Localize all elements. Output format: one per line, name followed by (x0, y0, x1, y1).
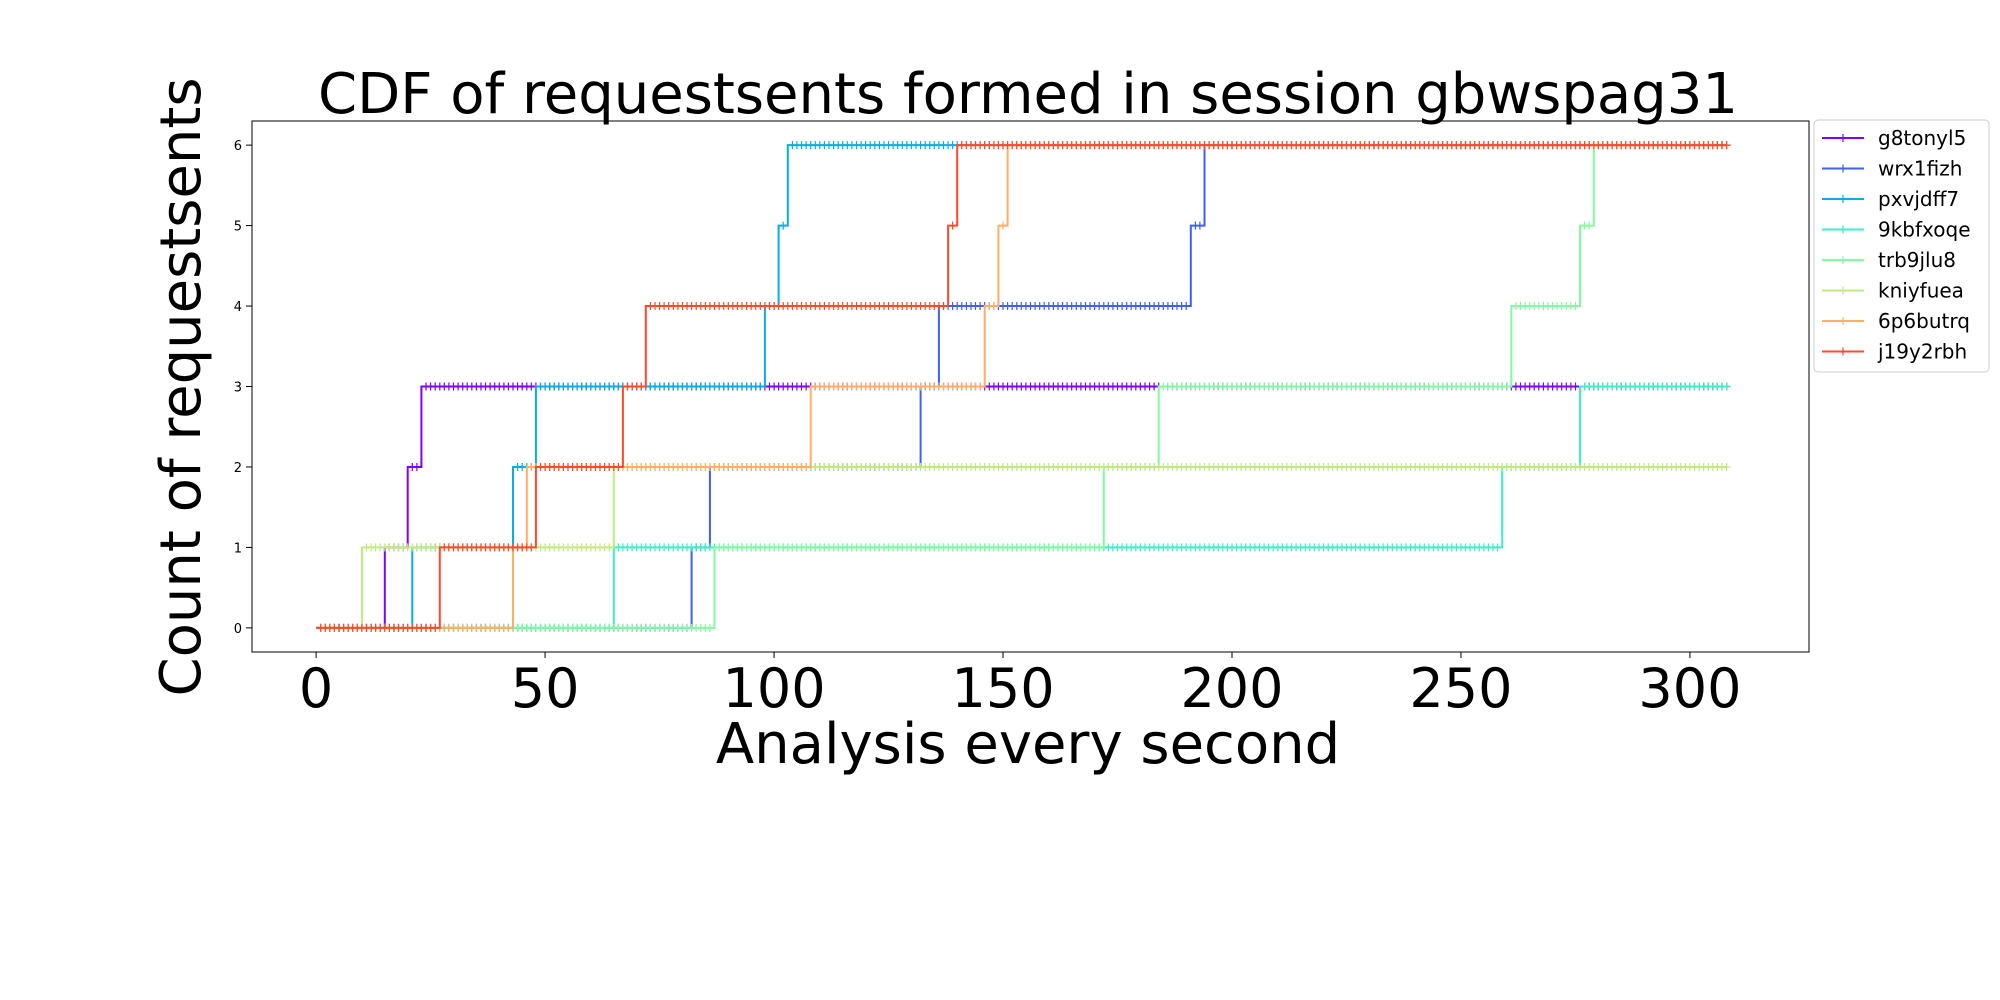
legend-item: g8tonyl5 (1822, 126, 1966, 150)
legend-label: kniyfuea (1878, 279, 1964, 303)
legend-marker (1839, 317, 1847, 325)
x-axis: 0 50 100 150 200 250 300 (299, 652, 1741, 720)
x-tick-label: 150 (951, 657, 1054, 720)
plot-lines (316, 141, 1731, 632)
legend-label: 9kbfxoqe (1878, 218, 1971, 242)
series-line (316, 385, 1727, 629)
legend-marker (1839, 256, 1847, 264)
x-tick-label: 300 (1638, 657, 1741, 720)
legend-label: 6p6butrq (1878, 309, 1970, 333)
y-tick-label: 6 (234, 139, 242, 154)
x-tick-label: 250 (1409, 657, 1512, 720)
y-tick-label: 0 (234, 622, 242, 637)
y-tick-label: 4 (234, 300, 242, 315)
legend-item: j19y2rbh (1822, 340, 1967, 364)
series-markers (316, 382, 1731, 632)
legend-marker (1839, 134, 1847, 142)
series-markers (316, 141, 1731, 632)
y-axis: 0 1 2 3 4 5 6 (234, 139, 252, 637)
legend-marker (1839, 195, 1847, 203)
legend-box (1813, 119, 1990, 373)
legend-marker (1839, 164, 1847, 173)
legend-label: g8tonyl5 (1878, 126, 1966, 150)
legend-marker (1839, 286, 1847, 295)
x-axis-label: Analysis every second (716, 712, 1340, 777)
x-tick-label: 100 (723, 657, 826, 720)
series-markers (316, 382, 1731, 632)
legend-item: pxvjdff7 (1822, 187, 1959, 211)
legend-label: wrx1fizh (1878, 157, 1962, 181)
legend-label: j19y2rbh (1877, 340, 1967, 364)
legend-label: pxvjdff7 (1878, 187, 1959, 211)
y-tick-label: 2 (234, 461, 242, 476)
series-9kbfxoqe (316, 382, 1731, 632)
legend-item: 6p6butrq (1822, 309, 1970, 333)
legend-item: kniyfuea (1822, 279, 1964, 303)
y-tick-label: 1 (234, 541, 242, 556)
x-tick-label: 200 (1180, 657, 1283, 720)
y-axis-label: Count of requestsents (149, 77, 214, 696)
legend-item: wrx1fizh (1822, 157, 1962, 181)
legend-label: trb9jlu8 (1878, 248, 1956, 272)
x-tick-label: 50 (511, 657, 580, 720)
legend: g8tonyl5 wrx1fizh pxvjdff7 9kbfxoqe trb9jlu8… (1813, 119, 1990, 373)
legend-item: trb9jlu8 (1822, 248, 1956, 272)
series-g8tonyl5 (316, 382, 1731, 632)
y-tick-label: 5 (234, 220, 242, 235)
series-j19y2rbh (316, 141, 1731, 632)
x-tick-label: 0 (299, 657, 333, 720)
chart-title: CDF of requestsents formed in session gb… (318, 62, 1738, 127)
legend-item: 9kbfxoqe (1822, 218, 1971, 242)
y-tick-label: 3 (234, 381, 242, 396)
legend-marker (1839, 225, 1847, 234)
legend-marker (1839, 347, 1847, 356)
